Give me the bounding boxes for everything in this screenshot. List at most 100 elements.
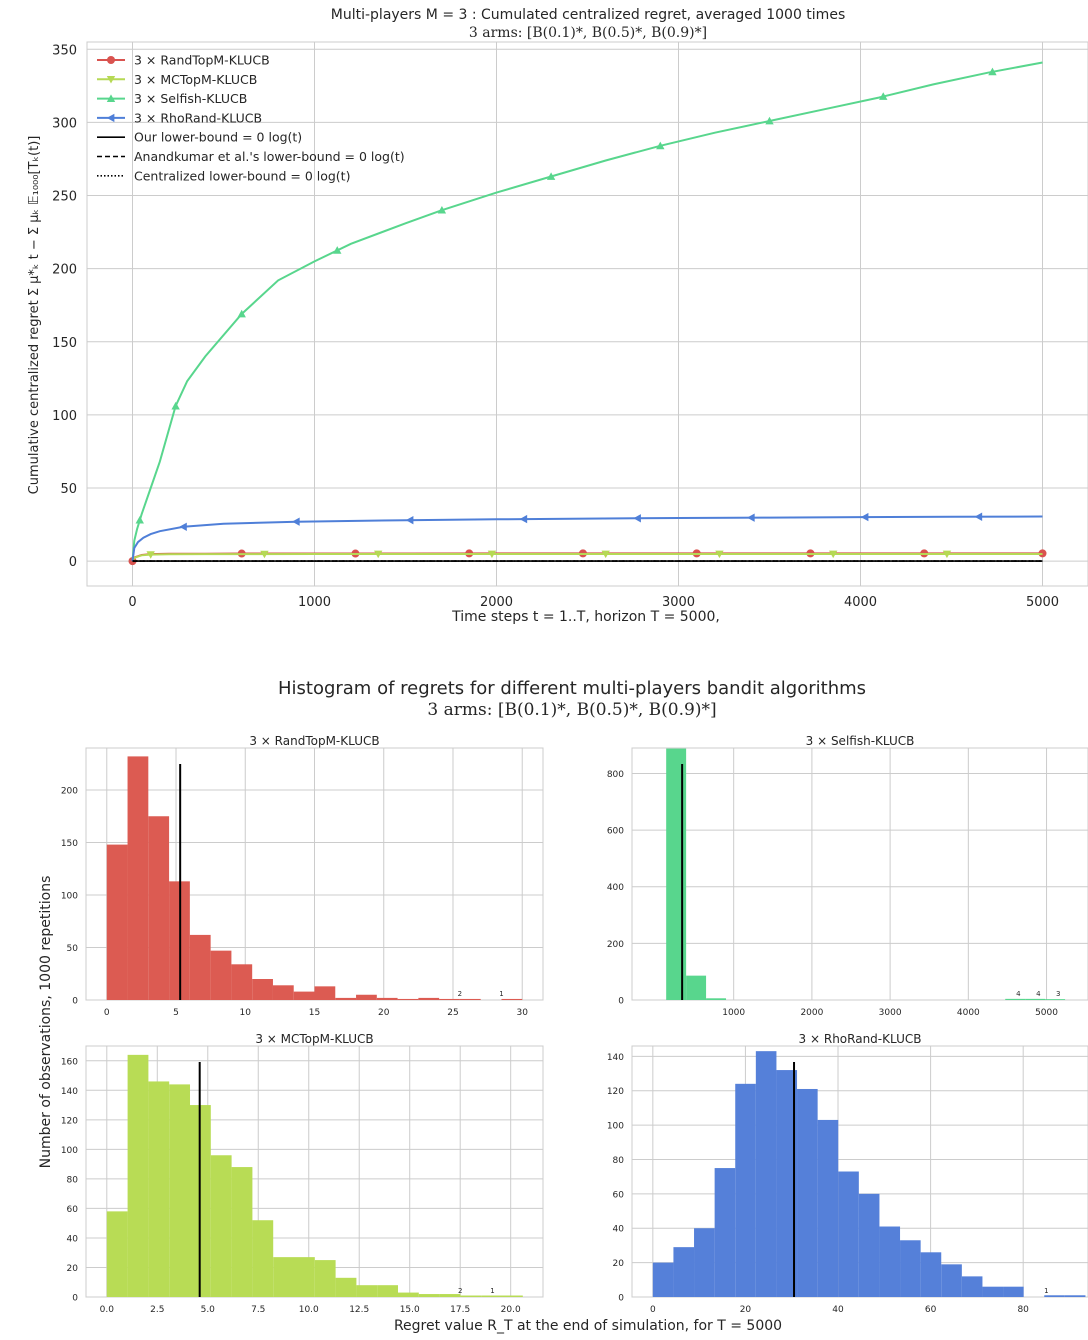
histogram-bar (460, 1295, 482, 1297)
y-tick-label: 200 (52, 263, 77, 278)
marker-3-selfish-klucb (656, 141, 665, 150)
x-tick-label: 5000 (1035, 1008, 1058, 1018)
histogram-bar (900, 1240, 921, 1297)
bar-count-label: 2 (458, 990, 462, 998)
histogram-bar (673, 1247, 695, 1297)
histogram-bar (501, 998, 523, 1000)
marker-3-rhorand-klucb (179, 522, 187, 531)
bar-count-label: 2 (458, 1287, 462, 1295)
histogram-bar (418, 1294, 440, 1297)
y-tick-label: 300 (52, 116, 77, 131)
y-tick-label: 50 (60, 482, 77, 497)
histogram-bar (127, 1054, 149, 1297)
y-tick-label: 60 (613, 1190, 625, 1200)
y-tick-label: 150 (61, 839, 78, 849)
histogram-bar (294, 1257, 315, 1297)
histogram-bar (776, 1070, 798, 1297)
y-tick-label: 600 (607, 827, 624, 837)
top-x-axis-label: Time steps t = 1..T, horizon T = 5000, (451, 609, 720, 625)
marker-3-rhorand-klucb (405, 515, 414, 525)
histogram-title: 3 × RhoRand-KLUCB (799, 1032, 922, 1046)
y-tick-label: 120 (607, 1087, 624, 1097)
x-tick-label: 20.0 (501, 1305, 521, 1315)
y-tick-label: 100 (52, 409, 77, 424)
marker-3-selfish-klucb (546, 172, 556, 180)
histogram-title: 3 × MCTopM-KLUCB (255, 1032, 373, 1046)
histogram-bar (735, 1083, 756, 1297)
histogram-bar (314, 986, 336, 1000)
histogram-bar (439, 1294, 461, 1297)
marker-3-selfish-klucb (237, 309, 246, 318)
x-tick-label: 60 (925, 1305, 937, 1315)
y-tick-label: 0 (72, 997, 78, 1007)
y-tick-label: 20 (613, 1259, 625, 1269)
y-tick-label: 250 (52, 190, 77, 205)
x-tick-label: 15 (309, 1008, 320, 1018)
bar-count-label: 4 (1016, 990, 1021, 998)
x-tick-label: 5000 (1026, 595, 1059, 610)
histogram-bar (148, 816, 170, 1000)
regret-line-chart: 0 1000 2000 3000 4000 5000 0 50 100 150 200 250 300 3… (52, 41, 1088, 610)
histogram-bar (335, 1277, 357, 1297)
legend-label: 3 × RhoRand-KLUCB (134, 110, 262, 125)
histogram-bar (356, 1285, 378, 1297)
x-tick-label: 2000 (800, 1008, 823, 1018)
histogram-bar (376, 997, 398, 1000)
marker-3-mctopm-klucb (601, 550, 610, 559)
x-tick-label: 12.5 (349, 1305, 369, 1315)
histogram-bar (335, 997, 357, 1000)
plot-area (631, 747, 1088, 1001)
histogram-y-axis-label: Number of observations, 1000 repetitions (38, 876, 54, 1169)
legend: 3 × RandTopM-KLUCB 3 × MCTopM-KLUCB 3 × Se… (97, 53, 405, 183)
y-tick-label: 140 (607, 1053, 624, 1063)
legend-marker (106, 113, 115, 123)
legend-marker (106, 94, 116, 102)
marker-3-selfish-klucb (437, 205, 447, 214)
histogram-bar (1025, 998, 1046, 1000)
y-tick-label: 80 (67, 1175, 79, 1185)
x-tick-label: 2000 (480, 595, 513, 610)
histogram-bar (652, 1262, 674, 1297)
x-tick-label: 0 (128, 595, 136, 610)
y-tick-label: 150 (52, 336, 77, 351)
histogram-title: 3 × RandTopM-KLUCB (249, 734, 379, 748)
x-tick-label: 3000 (662, 595, 695, 610)
histogram-bar (106, 844, 128, 1000)
x-tick-label: 0 (104, 1008, 110, 1018)
histogram-bar (231, 1167, 253, 1297)
histogram-bar (314, 1260, 336, 1297)
y-tick-label: 200 (61, 787, 78, 797)
legend-marker (106, 75, 116, 84)
x-tick-label: 1000 (298, 595, 331, 610)
histogram-bar (397, 998, 419, 1000)
bar-count-label: 1 (1044, 1287, 1048, 1295)
histogram-bar (356, 994, 377, 1000)
y-tick-label: 60 (67, 1205, 79, 1215)
legend-label: 3 × RandTopM-KLUCB (134, 53, 270, 68)
x-tick-label: 80 (1017, 1305, 1029, 1315)
histogram-bar (398, 1292, 419, 1297)
y-tick-label: 100 (61, 892, 78, 902)
marker-3-mctopm-klucb (374, 550, 383, 559)
histogram-title: 3 × Selfish-KLUCB (806, 734, 915, 748)
x-tick-label: 0.0 (100, 1305, 115, 1315)
bar-count-label: 1 (490, 1287, 494, 1295)
y-tick-label: 350 (52, 43, 77, 58)
legend-label: Centralized lower-bound = 0 log(t) (134, 168, 350, 183)
histogram-bar (1005, 998, 1026, 1000)
histogram-bar (961, 1276, 983, 1297)
x-tick-label: 25 (447, 1008, 458, 1018)
marker-3-selfish-klucb (879, 92, 888, 100)
marker-3-mctopm-klucb (146, 551, 155, 559)
histogram-bar (706, 998, 727, 1000)
marker-3-rhorand-klucb (860, 512, 869, 522)
marker-3-mctopm-klucb (942, 550, 952, 559)
histogram-3-selfish-klucb: 1000 2000 3000 4000 5000 0 200 400 600 800 4 4 3 3 × … (607, 734, 1088, 1018)
histogram-bar (106, 1211, 128, 1297)
histogram-3-randtopm-klucb: 0 5 10 15 20 25 30 0 50 100 150 200 2 1 3 × RandTopM-K… (61, 734, 544, 1018)
histogram-bar (817, 1119, 839, 1297)
y-tick-label: 160 (61, 1057, 78, 1067)
marker-3-rhorand-klucb (747, 513, 755, 522)
histogram-bar (838, 1171, 859, 1297)
x-tick-label: 10.0 (299, 1305, 319, 1315)
